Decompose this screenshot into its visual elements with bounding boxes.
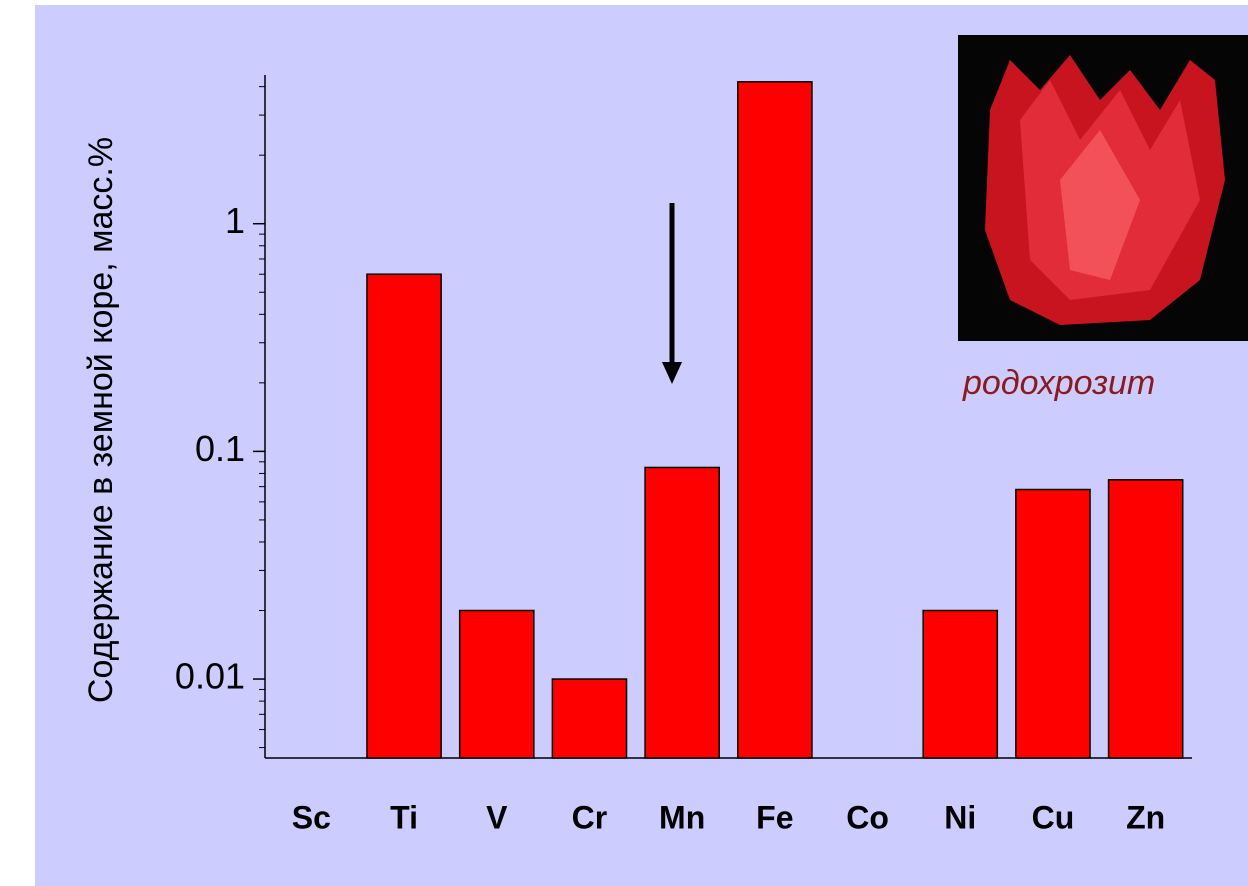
bar <box>737 81 813 759</box>
x-tick-label: Zn <box>1126 799 1165 835</box>
x-tick-label: Cr <box>572 799 608 835</box>
x-tick-label: Ni <box>944 799 976 835</box>
y-axis-label: Содержание в земной коре, масс.% <box>82 137 120 703</box>
y-tick-label: 0.1 <box>195 428 245 469</box>
y-tick-label: 1 <box>225 200 245 241</box>
x-tick-label: Ti <box>390 799 418 835</box>
arrow <box>662 203 682 384</box>
photo <box>958 35 1248 341</box>
bar <box>644 466 720 759</box>
x-tick-label: Fe <box>756 799 793 835</box>
bar <box>1015 488 1091 759</box>
x-tick-label: Co <box>846 799 889 835</box>
bar <box>366 273 442 759</box>
x-tick-label: Sc <box>292 799 331 835</box>
bar <box>1107 479 1184 759</box>
bar <box>551 678 628 759</box>
y-tick-label: 0.01 <box>175 656 245 697</box>
x-tick-label: Mn <box>659 799 705 835</box>
x-tick-label: Cu <box>1032 799 1075 835</box>
x-tick-label: V <box>486 799 508 835</box>
bar <box>458 609 535 759</box>
bar <box>922 609 999 759</box>
photo-caption: родохрозит <box>962 364 1155 402</box>
